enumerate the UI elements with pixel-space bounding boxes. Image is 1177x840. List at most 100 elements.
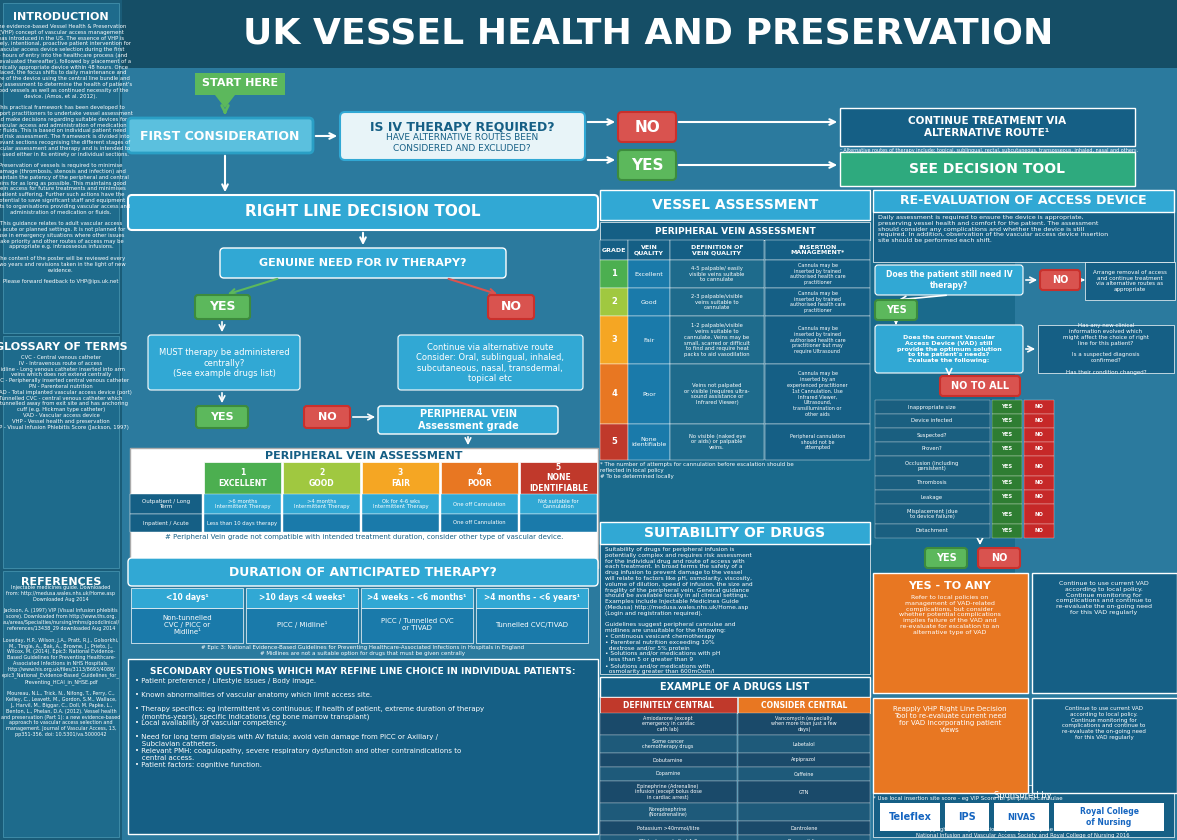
Bar — [1024, 442, 1053, 456]
Bar — [282, 514, 360, 532]
Text: NO TO ALL: NO TO ALL — [951, 381, 1009, 391]
Bar — [738, 735, 870, 753]
Text: NO: NO — [1035, 464, 1044, 469]
Bar — [600, 522, 870, 544]
Text: * The number of attempts for cannulation before escalation should be
reflected i: * The number of attempts for cannulation… — [600, 462, 793, 479]
Text: NO: NO — [1035, 512, 1044, 517]
Bar — [195, 73, 285, 95]
Bar — [765, 424, 870, 460]
Text: • Patient preference / Lifestyle issues / Body image.: • Patient preference / Lifestyle issues … — [135, 678, 317, 684]
Bar — [765, 260, 870, 288]
Text: Tunnelled CVC/TIVAD: Tunnelled CVC/TIVAD — [496, 622, 568, 628]
Text: EXAMPLE OF A DRUGS LIST: EXAMPLE OF A DRUGS LIST — [660, 682, 810, 692]
Text: Some cancer
chemotherapy drugs: Some cancer chemotherapy drugs — [643, 738, 693, 749]
Text: RE-EVALUATION OF ACCESS DEVICE: RE-EVALUATION OF ACCESS DEVICE — [899, 195, 1146, 207]
Bar — [873, 785, 1173, 837]
Text: NO: NO — [634, 119, 660, 134]
Text: Non-tunnelled
CVC / PICC or
Midline¹: Non-tunnelled CVC / PICC or Midline¹ — [162, 615, 212, 635]
FancyBboxPatch shape — [128, 195, 598, 230]
FancyBboxPatch shape — [195, 295, 250, 319]
Bar — [670, 260, 764, 288]
Bar — [600, 240, 629, 260]
Bar — [670, 316, 764, 364]
Text: Excellent: Excellent — [634, 271, 664, 276]
Bar — [629, 240, 670, 260]
Text: Does the current Vascular
Access Device (VAD) still
provide the optimum solution: Does the current Vascular Access Device … — [897, 335, 1002, 363]
Bar — [992, 414, 1022, 428]
Text: START HERE: START HERE — [202, 78, 278, 88]
Text: Poor: Poor — [643, 391, 656, 396]
Bar — [873, 573, 1028, 693]
Text: One off Cannulation: One off Cannulation — [453, 501, 506, 507]
Text: The evidence-based Vessel Health & Preservation
(VHP) concept of vascular access: The evidence-based Vessel Health & Prese… — [0, 24, 133, 284]
Bar — [629, 260, 670, 288]
Text: DURATION OF ANTICIPATED THERAPY?: DURATION OF ANTICIPATED THERAPY? — [230, 565, 497, 579]
Text: • Known abnormalities of vascular anatomy which limit access site.: • Known abnormalities of vascular anatom… — [135, 692, 372, 698]
Text: INSERTION
MANAGEMENT*: INSERTION MANAGEMENT* — [791, 244, 845, 255]
Text: UK VESSEL HEALTH AND PRESERVATION: UK VESSEL HEALTH AND PRESERVATION — [242, 17, 1053, 51]
Text: NO: NO — [1035, 447, 1044, 452]
Bar — [629, 364, 670, 424]
Bar — [600, 735, 737, 753]
Text: Amiodarone (except
emergency in cardiac
cath lab): Amiodarone (except emergency in cardiac … — [641, 716, 694, 732]
Text: YES: YES — [1002, 433, 1012, 438]
Bar — [600, 781, 737, 803]
Bar — [992, 490, 1022, 504]
Bar — [738, 767, 870, 781]
Bar — [992, 504, 1022, 524]
Bar — [738, 803, 870, 821]
Bar — [670, 424, 764, 460]
Text: Continue via alternative route
Consider: Oral, sublingual, inhaled,
subcutaneous: Continue via alternative route Consider:… — [415, 343, 564, 383]
Text: Teleflex: Teleflex — [889, 812, 931, 822]
FancyBboxPatch shape — [197, 406, 248, 428]
Text: FIRST CONSIDERATION: FIRST CONSIDERATION — [140, 129, 300, 143]
Text: YES: YES — [1002, 418, 1012, 423]
Text: PICC / Tunnelled CVC
or TIVAD: PICC / Tunnelled CVC or TIVAD — [380, 618, 453, 632]
Bar — [282, 494, 360, 514]
Text: Fair: Fair — [644, 338, 654, 343]
Bar — [992, 400, 1022, 414]
Text: Potassium >40mmol/litre: Potassium >40mmol/litre — [637, 826, 699, 831]
Bar — [1024, 524, 1053, 538]
Bar — [875, 476, 990, 490]
Bar — [600, 222, 870, 240]
Bar — [600, 364, 629, 424]
Bar — [1024, 456, 1053, 476]
Text: Dopamine: Dopamine — [656, 771, 680, 776]
Text: Outpatient / Long
Term: Outpatient / Long Term — [142, 499, 189, 509]
Text: Peripheral cannulation
should not be
attempted: Peripheral cannulation should not be att… — [790, 433, 845, 450]
Text: 2
GOOD: 2 GOOD — [308, 469, 334, 488]
Bar — [738, 713, 870, 735]
Bar — [600, 316, 629, 364]
Bar — [875, 524, 990, 538]
Bar — [1024, 504, 1053, 524]
FancyBboxPatch shape — [148, 335, 300, 390]
Bar — [600, 677, 870, 697]
Text: Leakage: Leakage — [920, 495, 943, 500]
Bar — [1038, 325, 1173, 373]
Text: Thrombosis: Thrombosis — [917, 480, 947, 486]
Bar — [1024, 400, 1053, 414]
Text: DEFINITELY CENTRAL: DEFINITELY CENTRAL — [623, 701, 713, 710]
FancyBboxPatch shape — [618, 112, 676, 142]
Bar — [765, 316, 870, 364]
Text: Not suitable for
Cannulation: Not suitable for Cannulation — [538, 499, 579, 509]
Text: IPS: IPS — [958, 812, 976, 822]
Text: 3
FAIR: 3 FAIR — [391, 469, 410, 488]
FancyBboxPatch shape — [925, 548, 967, 568]
Text: One off Cannulation: One off Cannulation — [453, 521, 506, 526]
Text: Does the patient still need IV
therapy?: Does the patient still need IV therapy? — [885, 270, 1012, 290]
Text: Arrange removal of access
and continue treatment
via alternative routes as
appro: Arrange removal of access and continue t… — [1093, 270, 1166, 292]
Text: 4: 4 — [611, 390, 617, 398]
Bar — [875, 456, 990, 476]
Bar — [131, 588, 242, 608]
Text: VESSEL ASSESSMENT: VESSEL ASSESSMENT — [652, 198, 818, 212]
Bar — [840, 152, 1135, 186]
Bar — [629, 424, 670, 460]
FancyBboxPatch shape — [875, 300, 917, 320]
Text: IS IV THERAPY REQUIRED?: IS IV THERAPY REQUIRED? — [370, 120, 554, 134]
Text: Misplacement (due
to device failure): Misplacement (due to device failure) — [906, 508, 957, 519]
Bar — [875, 428, 990, 442]
Text: >6 months
Intermittent Therapy: >6 months Intermittent Therapy — [214, 499, 271, 509]
Text: # Epic 3: National Evidence-Based Guidelines for Preventing Healthcare-Associate: # Epic 3: National Evidence-Based Guidel… — [201, 644, 525, 649]
